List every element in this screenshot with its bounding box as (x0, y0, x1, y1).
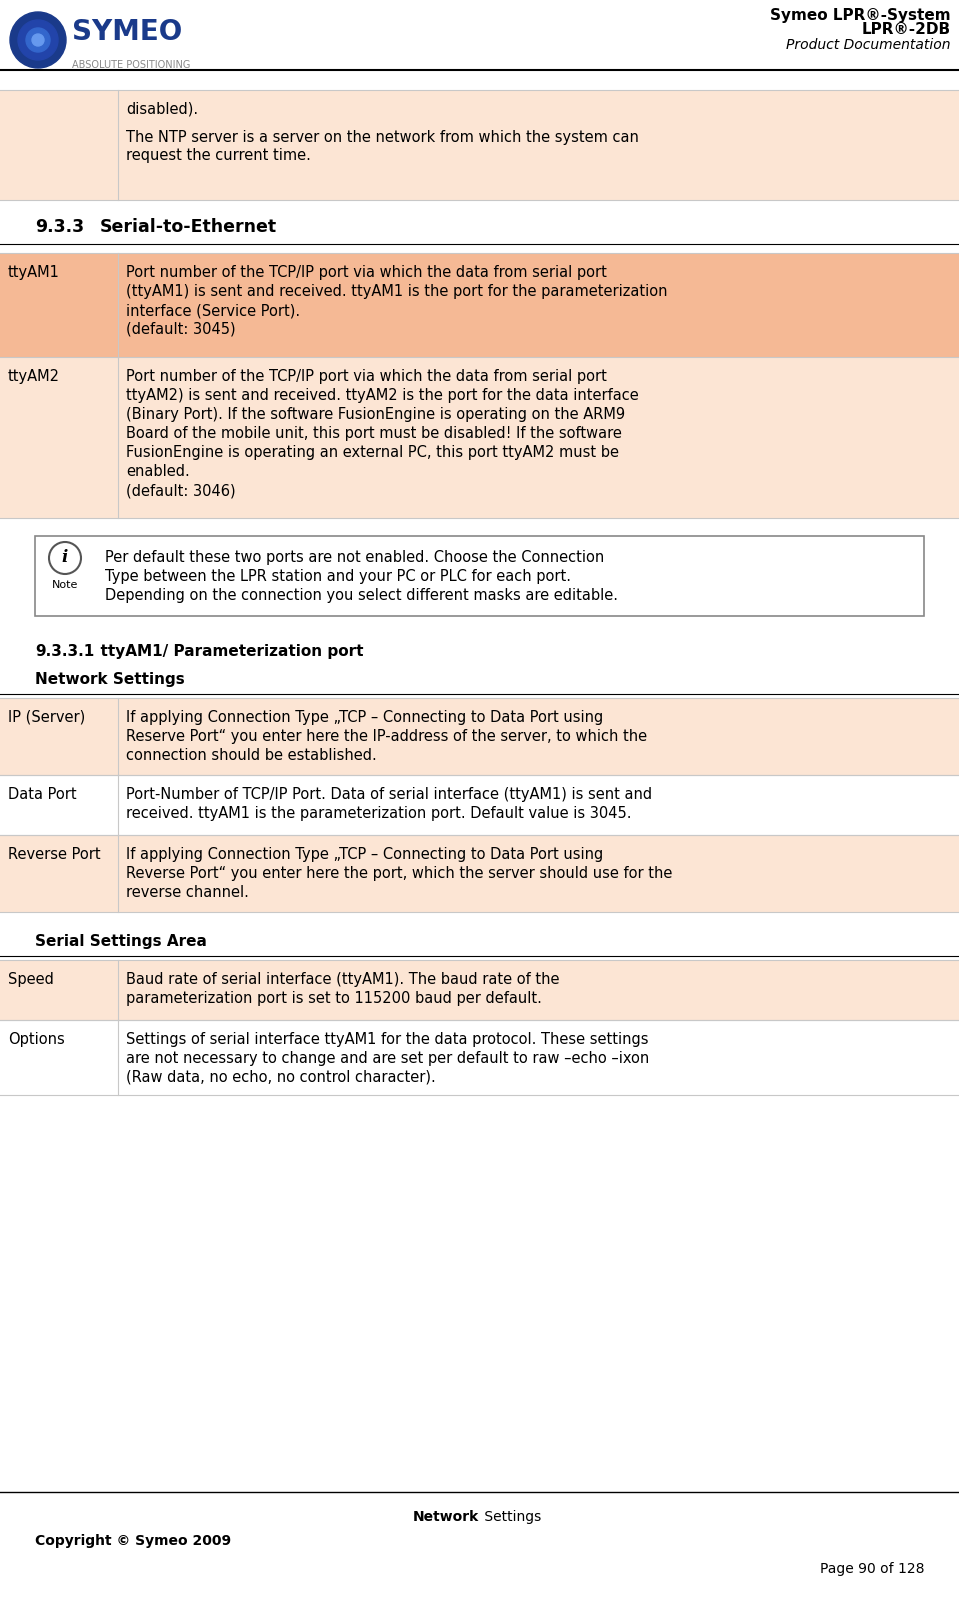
Text: The NTP server is a server on the network from which the system can: The NTP server is a server on the networ… (126, 129, 639, 145)
Text: Reserve Port“ you enter here the IP-address of the server, to which the: Reserve Port“ you enter here the IP-addr… (126, 729, 647, 745)
Bar (0, 960, 959, 1020)
Text: ttyAM2) is sent and received. ttyAM2 is the port for the data interface: ttyAM2) is sent and received. ttyAM2 is … (126, 388, 639, 403)
Text: received. ttyAM1 is the parameterization port. Default value is 3045.: received. ttyAM1 is the parameterization… (126, 805, 631, 821)
Bar (0, 775, 959, 836)
Text: Copyright © Symeo 2009: Copyright © Symeo 2009 (35, 1534, 231, 1548)
Text: Note: Note (52, 580, 79, 590)
Text: reverse channel.: reverse channel. (126, 885, 249, 900)
Circle shape (26, 29, 50, 53)
Text: (default: 3046): (default: 3046) (126, 483, 236, 499)
Bar (0, 836, 959, 912)
Text: (default: 3045): (default: 3045) (126, 323, 236, 337)
Text: Network: Network (413, 1510, 480, 1524)
Text: LPR®-2DB: LPR®-2DB (862, 22, 951, 37)
Text: Port number of the TCP/IP port via which the data from serial port: Port number of the TCP/IP port via which… (126, 369, 607, 384)
Text: parameterization port is set to 115200 baud per default.: parameterization port is set to 115200 b… (126, 991, 542, 1007)
Text: IP (Server): IP (Server) (8, 710, 85, 725)
Text: (ttyAM1) is sent and received. ttyAM1 is the port for the parameterization: (ttyAM1) is sent and received. ttyAM1 is… (126, 284, 667, 299)
Text: request the current time.: request the current time. (126, 149, 311, 163)
Text: Reverse Port: Reverse Port (8, 847, 101, 861)
Text: Symeo LPR®-System: Symeo LPR®-System (770, 8, 951, 22)
Text: If applying Connection Type „TCP – Connecting to Data Port using: If applying Connection Type „TCP – Conne… (126, 710, 603, 725)
Text: Settings: Settings (480, 1510, 541, 1524)
Text: enabled.: enabled. (126, 463, 190, 479)
Text: interface (Service Port).: interface (Service Port). (126, 304, 300, 318)
Text: FusionEngine is operating an external PC, this port ttyAM2 must be: FusionEngine is operating an external PC… (126, 444, 619, 460)
Text: i: i (61, 550, 68, 567)
Text: If applying Connection Type „TCP – Connecting to Data Port using: If applying Connection Type „TCP – Conne… (126, 847, 603, 861)
Text: (Raw data, no echo, no control character).: (Raw data, no echo, no control character… (126, 1071, 435, 1085)
Circle shape (49, 542, 81, 574)
Text: Speed: Speed (8, 972, 54, 988)
Bar (0, 1020, 959, 1095)
Text: ABSOLUTE POSITIONING: ABSOLUTE POSITIONING (72, 61, 191, 70)
Text: Port number of the TCP/IP port via which the data from serial port: Port number of the TCP/IP port via which… (126, 265, 607, 280)
Bar (35, 535, 924, 615)
Text: SYMEO: SYMEO (72, 18, 182, 46)
Text: Network Settings: Network Settings (35, 673, 185, 687)
Text: Reverse Port“ you enter here the port, which the server should use for the: Reverse Port“ you enter here the port, w… (126, 866, 672, 880)
Text: Board of the mobile unit, this port must be disabled! If the software: Board of the mobile unit, this port must… (126, 427, 621, 441)
Text: ttyAM2: ttyAM2 (8, 369, 60, 384)
Text: Baud rate of serial interface (ttyAM1). The baud rate of the: Baud rate of serial interface (ttyAM1). … (126, 972, 559, 988)
Circle shape (18, 21, 58, 61)
Text: Per default these two ports are not enabled. Choose the Connection: Per default these two ports are not enab… (105, 550, 604, 566)
Text: Type between the LPR station and your PC or PLC for each port.: Type between the LPR station and your PC… (105, 569, 571, 583)
Text: Page 90 of 128: Page 90 of 128 (820, 1561, 924, 1576)
Circle shape (10, 13, 66, 69)
Text: Settings of serial interface ttyAM1 for the data protocol. These settings: Settings of serial interface ttyAM1 for … (126, 1032, 648, 1047)
Text: connection should be established.: connection should be established. (126, 748, 377, 762)
Bar (0, 252, 959, 356)
Text: Options: Options (8, 1032, 65, 1047)
Text: 9.3.3: 9.3.3 (35, 217, 84, 237)
Text: Product Documentation: Product Documentation (786, 38, 951, 53)
Text: 9.3.3.1: 9.3.3.1 (35, 644, 94, 658)
Text: Data Port: Data Port (8, 786, 77, 802)
Text: ttyAM1/ Parameterization port: ttyAM1/ Parameterization port (90, 644, 363, 658)
Text: Depending on the connection you select different masks are editable.: Depending on the connection you select d… (105, 588, 618, 602)
Text: Port-Number of TCP/IP Port. Data of serial interface (ttyAM1) is sent and: Port-Number of TCP/IP Port. Data of seri… (126, 786, 652, 802)
Bar (0, 356, 959, 518)
Text: (Binary Port). If the software FusionEngine is operating on the ARM9: (Binary Port). If the software FusionEng… (126, 407, 625, 422)
Bar (0, 698, 959, 775)
Text: disabled).: disabled). (126, 102, 199, 117)
Text: are not necessary to change and are set per default to raw –echo –ixon: are not necessary to change and are set … (126, 1051, 649, 1066)
Text: Serial-to-Ethernet: Serial-to-Ethernet (100, 217, 277, 237)
Circle shape (32, 34, 44, 46)
Bar (0, 89, 959, 200)
Text: Serial Settings Area: Serial Settings Area (35, 933, 207, 949)
Text: ttyAM1: ttyAM1 (8, 265, 59, 280)
